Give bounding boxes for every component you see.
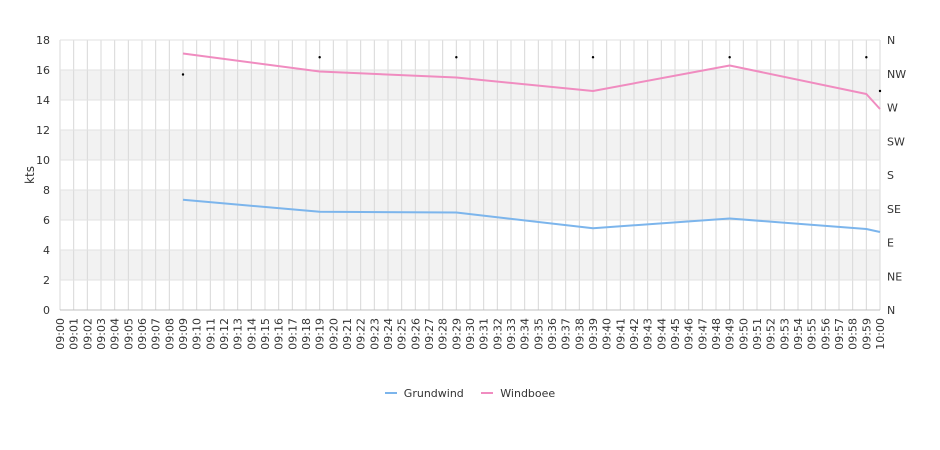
right-axis-label: SE [887, 203, 901, 216]
direction-marker [181, 73, 185, 76]
x-tick-label: 09:28 [437, 318, 450, 350]
x-tick-label: 09:25 [396, 318, 409, 350]
legend-swatch-windboee [481, 392, 494, 394]
x-tick-label: 09:32 [491, 318, 504, 350]
x-tick-label: 09:00 [54, 318, 67, 350]
right-axis-label: SW [887, 135, 905, 148]
x-tick-label: 09:51 [751, 318, 764, 350]
x-tick-label: 09:36 [546, 318, 559, 350]
direction-marker [865, 56, 868, 59]
legend-label-windboee: Windboee [500, 386, 556, 400]
x-tick-label: 09:43 [642, 318, 655, 350]
x-tick-label: 09:09 [177, 318, 190, 350]
y-tick-label: 14 [36, 94, 50, 107]
x-tick-label: 09:02 [81, 318, 94, 350]
series-line-grundwind [182, 198, 881, 233]
x-tick-label: 09:04 [109, 318, 122, 350]
x-tick-label: 09:59 [860, 318, 873, 350]
x-tick-label: 09:47 [696, 318, 709, 350]
right-axis-label: NE [887, 270, 902, 283]
x-tick-label: 09:13 [232, 318, 245, 350]
x-tick-label: 09:45 [669, 318, 682, 350]
x-tick-label: 09:57 [833, 318, 846, 350]
x-tick-label: 09:49 [724, 318, 737, 350]
right-axis-label: S [887, 169, 894, 182]
x-tick-label: 09:42 [628, 318, 641, 350]
x-tick-label: 09:40 [601, 318, 614, 350]
x-tick-label: 09:10 [191, 318, 204, 350]
x-tick-label: 09:54 [792, 318, 805, 350]
x-tick-label: 09:27 [423, 318, 436, 350]
x-tick-label: 09:53 [778, 318, 791, 350]
x-tick-label: 09:11 [204, 318, 217, 350]
x-tick-label: 09:55 [806, 318, 819, 350]
x-tick-label: 09:05 [122, 318, 135, 350]
y-tick-label: 0 [43, 304, 50, 317]
x-tick-label: 09:30 [464, 318, 477, 350]
x-tick-label: 09:46 [683, 318, 696, 350]
x-tick-label: 09:39 [587, 318, 600, 350]
x-tick-label: 09:26 [409, 318, 422, 350]
x-tick-label: 09:56 [819, 318, 832, 350]
x-tick-label: 09:03 [95, 318, 108, 350]
direction-marker [728, 56, 731, 59]
x-tick-label: 09:58 [847, 318, 860, 350]
right-axis-label: N [887, 34, 895, 47]
x-tick-label: 09:21 [341, 318, 354, 350]
right-axis-label: W [887, 102, 898, 115]
direction-marker [455, 56, 458, 59]
legend-swatch-grundwind [384, 392, 397, 394]
y-tick-label: 6 [43, 214, 50, 227]
y-tick-label: 2 [43, 274, 50, 287]
x-tick-label: 09:52 [765, 318, 778, 350]
y-tick-label: 8 [43, 184, 50, 197]
x-tick-label: 09:15 [259, 318, 272, 350]
x-tick-label: 09:19 [314, 318, 327, 350]
x-tick-label: 09:20 [327, 318, 340, 350]
y-tick-label: 16 [36, 64, 50, 77]
direction-marker [878, 89, 882, 93]
y-axis-title: kts [23, 166, 37, 184]
x-tick-label: 09:33 [505, 318, 518, 350]
y-tick-label: 18 [36, 34, 50, 47]
x-tick-label: 09:06 [136, 318, 149, 350]
x-tick-label: 09:22 [355, 318, 368, 350]
x-tick-label: 09:01 [68, 318, 81, 350]
y-tick-label: 12 [36, 124, 50, 137]
x-tick-label: 09:24 [382, 318, 395, 350]
x-tick-label: 09:07 [150, 318, 163, 350]
x-tick-label: 09:16 [273, 318, 286, 350]
legend: Grundwind Windboee [0, 384, 940, 400]
y-tick-label: 4 [43, 244, 50, 257]
x-tick-label: 09:14 [245, 318, 258, 350]
legend-label-grundwind: Grundwind [403, 386, 464, 400]
legend-item-windboee[interactable]: Windboee [481, 387, 555, 400]
x-tick-label: 09:50 [737, 318, 750, 350]
x-tick-label: 09:34 [519, 318, 532, 350]
x-tick-label: 09:18 [300, 318, 313, 350]
x-tick-label: 10:00 [874, 318, 887, 350]
y-tick-label: 10 [36, 154, 50, 167]
x-tick-label: 09:44 [655, 318, 668, 350]
x-tick-label: 09:17 [286, 318, 299, 350]
right-axis-label: N [887, 304, 895, 317]
direction-marker [318, 56, 321, 59]
direction-marker [591, 56, 595, 59]
x-tick-label: 09:12 [218, 318, 231, 350]
legend-item-grundwind[interactable]: Grundwind [384, 386, 464, 400]
x-tick-label: 09:29 [450, 318, 463, 350]
right-axis-label: NW [887, 68, 906, 81]
x-tick-label: 09:31 [478, 318, 491, 350]
x-tick-label: 09:08 [163, 318, 176, 350]
x-tick-label: 09:41 [614, 318, 627, 350]
right-axis-label: E [887, 237, 894, 250]
x-tick-label: 09:23 [368, 318, 381, 350]
x-tick-label: 09:38 [573, 318, 586, 350]
series-line-windboee [182, 52, 881, 110]
x-tick-label: 09:37 [560, 318, 573, 350]
x-tick-label: 09:48 [710, 318, 723, 350]
x-tick-label: 09:35 [532, 318, 545, 350]
